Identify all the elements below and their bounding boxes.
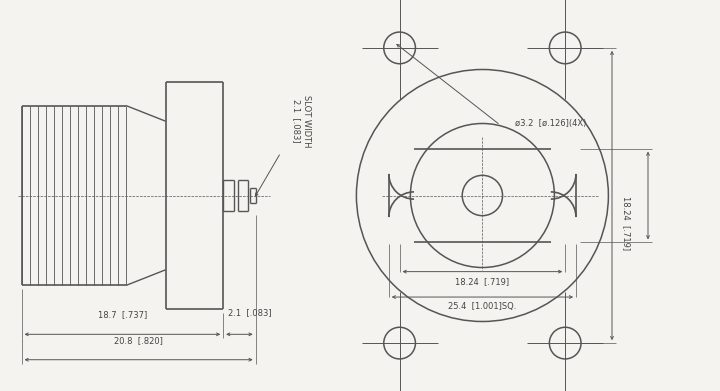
Text: 25.4  [1.001]SQ.: 25.4 [1.001]SQ. <box>449 302 516 311</box>
Text: ø3.2  [ø.126](4X): ø3.2 [ø.126](4X) <box>515 119 586 128</box>
Text: 18.7  [.737]: 18.7 [.737] <box>98 310 147 319</box>
Text: 2.1  [.083]: 2.1 [.083] <box>292 99 301 143</box>
Text: SLOT WIDTH: SLOT WIDTH <box>302 95 311 147</box>
Text: 18.24  [.719]: 18.24 [.719] <box>455 277 510 286</box>
Text: 20.8  [.820]: 20.8 [.820] <box>114 335 163 345</box>
Text: 18.24  [.719]: 18.24 [.719] <box>622 196 631 249</box>
Text: 2.1  [.083]: 2.1 [.083] <box>228 308 272 317</box>
